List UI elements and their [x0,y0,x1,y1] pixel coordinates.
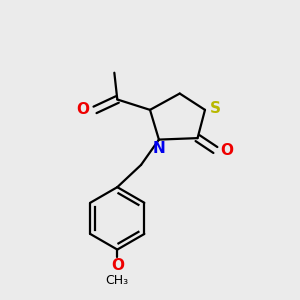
Text: N: N [152,141,165,156]
Text: O: O [221,142,234,158]
Text: O: O [111,259,124,274]
Text: CH₃: CH₃ [106,274,129,287]
Text: O: O [77,102,90,117]
Text: S: S [210,101,221,116]
